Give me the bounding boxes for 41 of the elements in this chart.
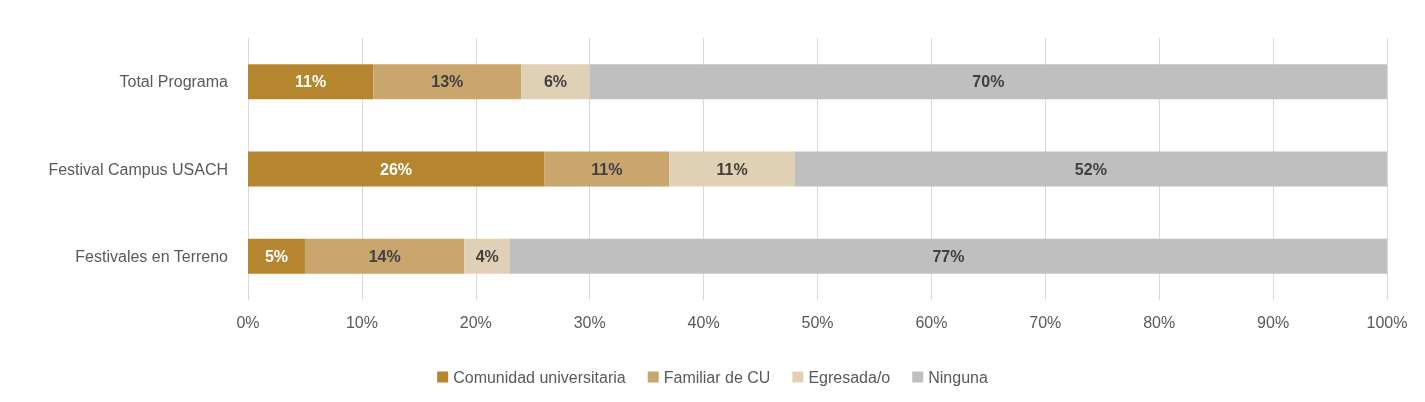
data-label: 14% <box>368 247 401 265</box>
bar <box>248 151 545 187</box>
data-label: 5% <box>264 247 289 265</box>
legend-label: Ninguna <box>928 368 988 386</box>
x-tick-label: 50% <box>801 313 834 331</box>
data-label: 26% <box>380 160 413 178</box>
legend-label: Familiar de CU <box>663 368 771 386</box>
legend-label: Egresada/o <box>808 368 891 386</box>
bar <box>373 64 522 100</box>
bar <box>669 151 795 187</box>
x-tick-label: 70% <box>1029 313 1062 331</box>
x-tick-label: 100% <box>1366 313 1408 331</box>
data-label: 52% <box>1074 160 1107 178</box>
bar <box>544 151 670 187</box>
bar <box>248 64 374 100</box>
bar <box>509 238 1387 274</box>
bar <box>521 64 590 100</box>
x-tick-label: 10% <box>345 313 378 331</box>
x-tick-label: 0% <box>236 313 260 331</box>
data-label: 13% <box>431 73 464 91</box>
x-tick-label: 20% <box>459 313 492 331</box>
legend-label: Comunidad universitaria <box>453 368 626 386</box>
x-tick-label: 30% <box>573 313 606 331</box>
x-tick-label: 60% <box>915 313 948 331</box>
data-label: 11% <box>716 160 748 178</box>
data-label: 77% <box>932 247 965 265</box>
bar <box>794 151 1387 187</box>
data-label: 11% <box>591 160 623 178</box>
data-label: 11% <box>295 73 327 91</box>
data-label: 70% <box>972 73 1005 91</box>
bar <box>589 64 1387 100</box>
bar <box>248 238 305 274</box>
bar <box>304 238 465 274</box>
x-tick-label: 80% <box>1143 313 1176 331</box>
x-tick-label: 40% <box>687 313 720 331</box>
y-tick-label: Festivales en Terreno <box>75 247 229 265</box>
y-tick-label: Total Programa <box>119 73 229 91</box>
x-tick-label: 90% <box>1257 313 1290 331</box>
data-label: 4% <box>475 247 499 265</box>
data-label: 6% <box>543 73 568 91</box>
y-tick-label: Festival Campus USACH <box>48 160 228 178</box>
